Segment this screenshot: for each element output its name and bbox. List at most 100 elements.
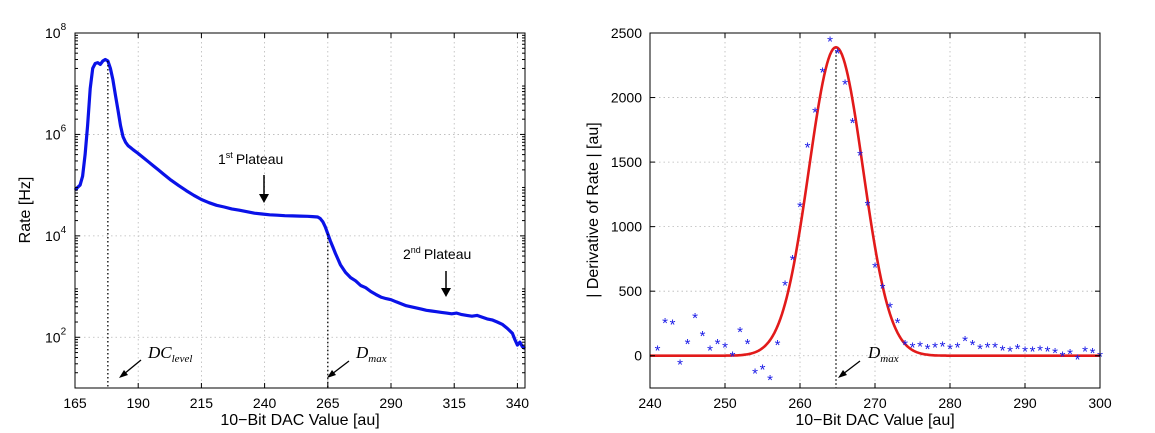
derivative-point: * <box>805 140 811 157</box>
derivative-point: * <box>745 336 751 353</box>
rate-chart: 165 190 215 240 265 290 315 340 102 104 106 108 1st… <box>17 22 529 429</box>
rate-x-tick-label: 215 <box>190 395 214 411</box>
dc-level-arrowhead <box>119 370 128 378</box>
derivative-point: * <box>827 34 833 51</box>
derivative-point: * <box>1060 349 1066 366</box>
rate-chart-xlabel: 10−Bit DAC Value [au] <box>220 412 379 429</box>
derivative-x-tick-label: 290 <box>1013 395 1037 411</box>
derivative-point: * <box>1090 345 1096 362</box>
derivative-chart-xlabel: 10−Bit DAC Value [au] <box>795 412 954 429</box>
derivative-point: * <box>655 342 661 359</box>
derivative-point: * <box>700 328 706 345</box>
derivative-point: * <box>662 315 668 332</box>
first-plateau-arrowhead <box>259 194 269 203</box>
derivative-point: * <box>670 316 676 333</box>
derivative-x-tick-label: 260 <box>788 395 812 411</box>
derivative-chart-ylabel: | Derivative of Rate | [au] <box>585 122 602 298</box>
derivative-point: * <box>775 337 781 354</box>
derivative-points-layer: ** ****** * ***** ******************** * * * * * *… <box>655 34 1104 389</box>
derivative-point: * <box>880 280 886 297</box>
derivative-point: * <box>947 341 953 358</box>
derivative-y-tick-label: 0 <box>634 348 642 364</box>
second-plateau-label: 2nd Plateau <box>403 245 471 262</box>
second-plateau-annotation: 2nd Plateau <box>403 245 471 297</box>
derivative-point: * <box>940 338 946 355</box>
derivative-point: * <box>767 372 773 389</box>
derivative-y-tick-label: 500 <box>619 283 643 299</box>
rate-y-tick-label: 106 <box>45 123 67 142</box>
derivative-chart-grid <box>650 33 1100 388</box>
rate-chart-frame <box>74 32 526 389</box>
rate-y-tick-label: 104 <box>45 225 67 244</box>
derivative-x-tick-label: 270 <box>863 395 887 411</box>
rate-series-layer <box>73 57 526 350</box>
derivative-point: * <box>1045 344 1051 361</box>
dc-level-annotation: DClevel <box>119 343 192 378</box>
derivative-point: * <box>1022 344 1028 361</box>
derivative-point: * <box>835 45 841 62</box>
rate-line <box>73 57 526 350</box>
rate-x-tick-label: 240 <box>253 395 277 411</box>
dmax-left-arrowhead <box>327 370 336 378</box>
derivative-point: * <box>1067 346 1073 363</box>
derivative-point: * <box>895 315 901 332</box>
derivative-point: * <box>977 341 983 358</box>
rate-x-tick-label: 165 <box>63 395 87 411</box>
derivative-point: * <box>850 115 856 132</box>
derivative-point: * <box>1075 351 1081 368</box>
derivative-point: * <box>797 199 803 216</box>
derivative-point: * <box>1030 344 1036 361</box>
derivative-point: * <box>910 340 916 357</box>
derivative-chart-ticks: 240 250 260 270 280 290 300 0 500 1000 1500 2000 250… <box>611 25 1112 411</box>
derivative-point: * <box>707 342 713 359</box>
derivative-point: * <box>970 337 976 354</box>
derivative-point: * <box>1000 342 1006 359</box>
derivative-point: * <box>1037 342 1043 359</box>
derivative-point: * <box>865 198 871 215</box>
dmax-right-annotation: Dmax <box>838 343 899 378</box>
derivative-x-tick-label: 240 <box>638 395 662 411</box>
rate-chart-ticks: 165 190 215 240 265 290 315 340 102 104 106 108 <box>45 22 529 411</box>
dmax-right-arrowhead <box>838 370 847 378</box>
derivative-point: * <box>677 356 683 373</box>
derivative-point: * <box>985 340 991 357</box>
rate-x-tick-label: 265 <box>316 395 340 411</box>
dmax-left-annotation: Dmax <box>327 343 387 378</box>
rate-y-tick-label: 108 <box>45 22 67 41</box>
derivative-point: * <box>715 336 721 353</box>
rate-y-tick-label: 102 <box>45 326 67 345</box>
derivative-point: * <box>887 300 893 317</box>
derivative-point: * <box>1015 341 1021 358</box>
gaussian-fit-layer <box>650 45 1100 358</box>
second-plateau-arrowhead <box>441 288 451 297</box>
derivative-point: * <box>812 105 818 122</box>
derivative-point: * <box>685 336 691 353</box>
derivative-point: * <box>1007 344 1013 361</box>
derivative-x-tick-label: 300 <box>1088 395 1112 411</box>
gaussian-fit-line <box>650 45 1100 358</box>
derivative-y-tick-label: 2000 <box>611 90 642 106</box>
rate-x-tick-label: 315 <box>443 395 467 411</box>
derivative-point: * <box>1082 344 1088 361</box>
derivative-point: * <box>932 340 938 357</box>
derivative-point: * <box>1052 345 1058 362</box>
derivative-point: * <box>730 349 736 366</box>
rate-x-tick-label: 190 <box>127 395 151 411</box>
derivative-point: * <box>955 340 961 357</box>
dmax-left-label: Dmax <box>355 343 387 365</box>
rate-x-tick-label: 340 <box>506 395 530 411</box>
derivative-point: * <box>782 278 788 295</box>
first-plateau-label: 1st Plateau <box>218 150 283 167</box>
rate-chart-ylabel: Rate [Hz] <box>17 177 34 244</box>
derivative-point: * <box>752 366 758 383</box>
dc-level-label: DClevel <box>147 343 192 365</box>
rate-markers-layer <box>107 61 329 388</box>
derivative-point: * <box>962 333 968 350</box>
dc-level-arrow <box>123 359 142 375</box>
derivative-x-tick-label: 250 <box>713 395 737 411</box>
derivative-point: * <box>872 260 878 277</box>
derivative-point: * <box>917 338 923 355</box>
dmax-right-arrow <box>842 360 861 375</box>
derivative-x-tick-label: 280 <box>938 395 962 411</box>
